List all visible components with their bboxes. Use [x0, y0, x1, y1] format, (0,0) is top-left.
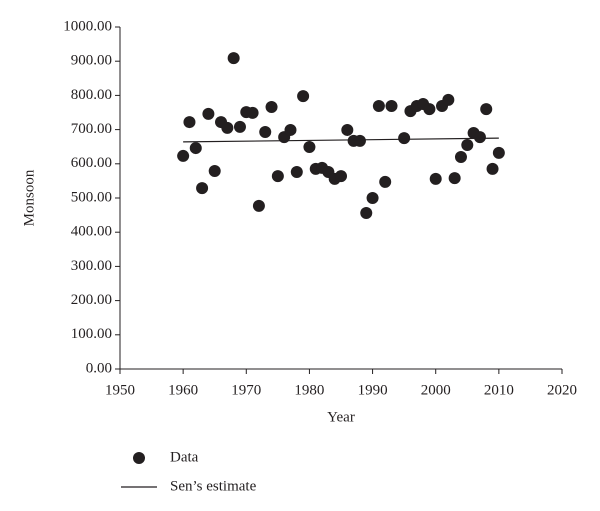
data-point — [473, 131, 486, 144]
data-point — [221, 121, 234, 134]
data-point — [366, 192, 379, 204]
data-point — [246, 106, 259, 119]
y-tick-label: 1000.00 — [63, 18, 112, 34]
y-tick-label: 400.00 — [71, 224, 112, 240]
data-point — [379, 175, 392, 188]
legend-label: Sen’s estimate — [170, 478, 257, 494]
y-axis-label: Monsoon — [21, 169, 37, 226]
data-point — [290, 166, 303, 179]
x-tick-label: 1980 — [294, 382, 324, 398]
legend-marker — [133, 452, 145, 464]
x-axis-label: Year — [327, 409, 355, 425]
data-point — [492, 146, 505, 159]
data-point — [227, 52, 240, 65]
data-point — [233, 120, 246, 133]
data-point — [461, 138, 474, 151]
y-tick-label: 800.00 — [71, 87, 112, 103]
data-point — [284, 123, 297, 136]
x-tick-label: 1960 — [168, 382, 198, 398]
data-point — [208, 164, 221, 177]
data-point — [385, 100, 398, 113]
data-point — [265, 101, 278, 114]
y-tick-label: 500.00 — [71, 189, 112, 205]
data-point — [335, 170, 347, 183]
data-point — [259, 125, 272, 138]
x-tick-label: 1950 — [105, 382, 135, 398]
data-point — [297, 90, 310, 103]
y-tick-label: 700.00 — [71, 121, 112, 137]
y-tick-label: 600.00 — [71, 155, 112, 171]
data-point — [372, 100, 385, 113]
data-point — [189, 142, 202, 155]
data-point — [480, 103, 493, 116]
data-point — [360, 207, 373, 220]
data-point — [303, 141, 316, 154]
y-tick-label: 200.00 — [71, 292, 112, 308]
x-tick-label: 1990 — [358, 382, 388, 398]
legend-label: Data — [170, 449, 199, 465]
x-tick-label: 2010 — [484, 382, 514, 398]
y-tick-label: 300.00 — [71, 258, 112, 274]
data-point — [252, 199, 265, 212]
data-point — [486, 162, 499, 175]
data-point — [398, 132, 411, 145]
data-point — [271, 170, 284, 183]
data-point — [429, 172, 442, 185]
data-point — [442, 93, 455, 106]
x-tick-label: 2000 — [421, 382, 451, 398]
data-point — [353, 134, 366, 147]
data-point — [423, 103, 436, 116]
data-point — [202, 107, 215, 120]
data-point — [177, 149, 190, 162]
y-tick-label: 900.00 — [71, 53, 112, 69]
y-tick-label: 0.00 — [86, 360, 112, 376]
trend-line — [183, 137, 499, 143]
x-tick-label: 1970 — [231, 382, 261, 398]
x-tick-label: 2020 — [547, 382, 577, 398]
data-point — [341, 123, 354, 136]
data-point — [454, 150, 467, 163]
data-point — [448, 172, 461, 185]
data-point — [196, 182, 209, 195]
y-tick-label: 100.00 — [71, 326, 112, 342]
data-point — [183, 116, 196, 129]
